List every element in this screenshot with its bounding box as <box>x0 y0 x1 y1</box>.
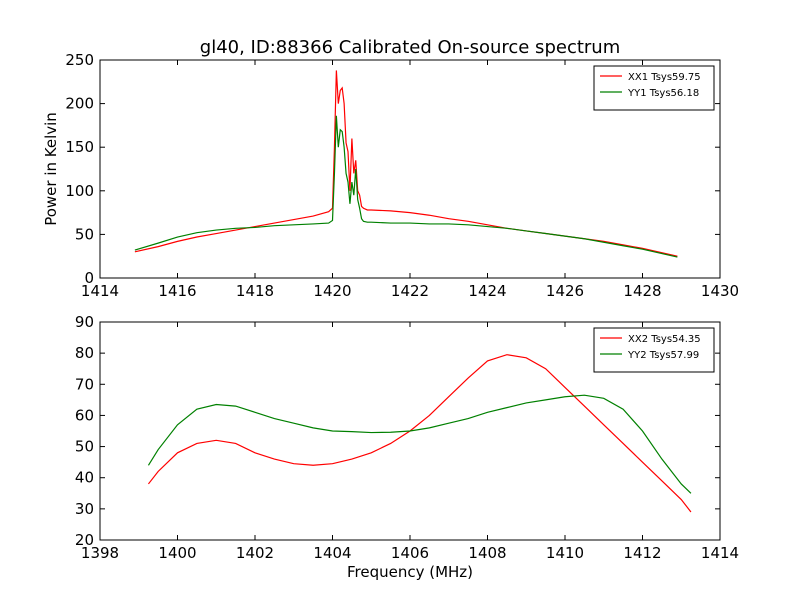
x-tick-label: 1426 <box>546 282 584 300</box>
x-tick-label: 1428 <box>623 282 661 300</box>
x-tick-label: 1398 <box>81 544 119 562</box>
x-axis-label-bottom: Frequency (MHz) <box>347 563 473 581</box>
x-tick-label: 1414 <box>701 544 739 562</box>
x-tick-label: 1420 <box>313 282 351 300</box>
series-line-0-1 <box>134 115 678 258</box>
y-tick-label: 0 <box>84 269 94 287</box>
x-tick-label: 1412 <box>623 544 661 562</box>
y-tick-label: 100 <box>65 182 94 200</box>
y-tick-label: 250 <box>65 51 94 69</box>
y-tick-label: 70 <box>75 375 94 393</box>
y-tick-label: 200 <box>65 95 94 113</box>
series-line-1-1 <box>147 394 692 494</box>
y-tick-label: 30 <box>75 500 94 518</box>
bottom-panel: 1398 1400 1402 1404 1406 1408 1410 1412 1414 20 30… <box>75 313 739 562</box>
top-panel: 1414 1416 1418 1420 1422 1424 1426 1428 1430 0 50 1… <box>42 51 739 300</box>
x-tick-label: 1424 <box>468 282 506 300</box>
series-line-1-0 <box>147 354 692 513</box>
legend-label: YY2 Tsys57.99 <box>627 350 699 361</box>
x-tick-label: 1416 <box>158 282 196 300</box>
x-tick-label: 1410 <box>546 544 584 562</box>
x-tick-label: 1402 <box>236 544 274 562</box>
legend-label: XX2 Tsys54.35 <box>628 334 701 345</box>
legend-label: XX1 Tsys59.75 <box>628 72 701 83</box>
chart-title: gl40, ID:88366 Calibrated On-source spec… <box>200 37 620 58</box>
y-tick-label: 150 <box>65 138 94 156</box>
x-tick-label: 1406 <box>391 544 429 562</box>
x-tick-label: 1408 <box>468 544 506 562</box>
x-tick-label: 1430 <box>701 282 739 300</box>
x-tick-label: 1404 <box>313 544 351 562</box>
y-tick-label: 20 <box>75 531 94 549</box>
x-tick-label: 1418 <box>236 282 274 300</box>
y-tick-label: 50 <box>75 225 94 243</box>
y-tick-label: 50 <box>75 438 94 456</box>
legend-box <box>593 327 715 373</box>
y-axis-label: Power in Kelvin <box>42 112 60 226</box>
y-tick-label: 40 <box>75 469 94 487</box>
y-tick-label: 80 <box>75 344 94 362</box>
y-tick-label: 60 <box>75 406 94 424</box>
y-tick-label: 90 <box>75 313 94 331</box>
x-tick-label: 1414 <box>81 282 119 300</box>
x-tick-label: 1400 <box>158 544 196 562</box>
x-tick-label: 1422 <box>391 282 429 300</box>
legend-label: YY1 Tsys56.18 <box>627 88 699 99</box>
legend-box <box>593 65 715 111</box>
